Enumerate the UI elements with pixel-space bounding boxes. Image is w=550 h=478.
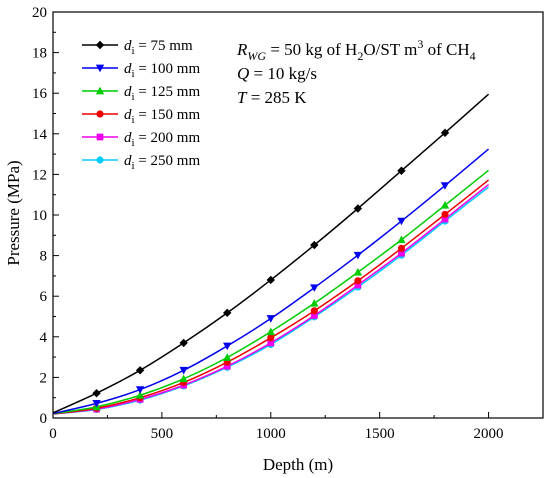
- data-point: [440, 182, 450, 190]
- axes: 0 500 1000 1500 2000 0 2 4 6 8 10 12 14 16 18 20: [32, 5, 544, 442]
- data-point: [310, 240, 319, 250]
- legend-marker: [95, 86, 105, 95]
- data-point: [223, 308, 232, 318]
- series-1: [52, 93, 490, 414]
- data-point: [397, 244, 406, 252]
- y-tick-label: 4: [40, 330, 48, 346]
- legend-item: di = 75 mm: [82, 38, 193, 57]
- x-tick-label: 1000: [256, 426, 286, 442]
- y-axis-label: Pressure (MPa): [4, 160, 23, 265]
- series-5: [52, 183, 490, 415]
- series-line: [52, 186, 490, 415]
- data-point: [354, 281, 362, 289]
- legend-item: di = 125 mm: [82, 84, 200, 103]
- series-line: [52, 93, 490, 414]
- data-point: [354, 277, 362, 285]
- legend-label: di = 75 mm: [124, 38, 193, 57]
- legend-marker: [95, 64, 105, 73]
- data-point: [92, 400, 101, 408]
- data-point: [135, 386, 145, 394]
- y-tick-label: 12: [32, 167, 47, 183]
- legend-item: di = 250 mm: [82, 153, 200, 172]
- series-line: [52, 169, 490, 415]
- legend-label: di = 200 mm: [124, 130, 200, 149]
- data-point: [440, 128, 450, 137]
- series-3: [52, 169, 490, 415]
- y-tick-label: 8: [40, 249, 48, 265]
- y-tick-label: 14: [32, 127, 48, 143]
- series-4: [52, 179, 490, 415]
- legend-marker: [96, 156, 104, 164]
- legend-marker: [96, 133, 104, 141]
- data-point: [353, 204, 363, 213]
- legend-label: di = 100 mm: [124, 61, 200, 80]
- data-point: [440, 201, 450, 209]
- data-point: [441, 210, 449, 218]
- legend-marker: [96, 110, 104, 118]
- annotation-line: Q = 10 kg/s: [237, 64, 317, 83]
- x-tick-label: 2000: [474, 426, 504, 442]
- legend-label: di = 150 mm: [124, 107, 200, 126]
- series-line: [52, 179, 490, 415]
- x-tick-label: 500: [151, 426, 174, 442]
- series-2: [52, 148, 490, 415]
- data-point: [441, 215, 449, 223]
- data-point: [135, 391, 145, 399]
- y-tick-label: 2: [40, 370, 48, 386]
- x-tick-label: 1500: [365, 426, 395, 442]
- data-point: [266, 275, 275, 285]
- data-point: [397, 235, 406, 244]
- data-point: [266, 315, 275, 323]
- data-point: [267, 339, 275, 347]
- data-point: [310, 284, 319, 292]
- legend-item: di = 150 mm: [82, 107, 200, 126]
- x-tick-label: 0: [49, 426, 57, 442]
- legend-marker: [95, 40, 105, 50]
- data-point: [267, 334, 275, 342]
- legend-label: di = 250 mm: [124, 153, 200, 172]
- data-point: [223, 362, 231, 370]
- series-group: [52, 93, 490, 415]
- data-point: [398, 249, 405, 257]
- series-line: [52, 183, 490, 415]
- data-point: [397, 166, 406, 175]
- y-tick-label: 18: [32, 46, 47, 62]
- data-point: [353, 251, 363, 260]
- legend-item: di = 200 mm: [82, 130, 200, 149]
- data-point: [310, 312, 318, 319]
- data-point: [266, 327, 275, 336]
- y-tick-label: 0: [40, 411, 48, 427]
- data-point: [353, 268, 363, 276]
- annotation-line: T = 285 K: [237, 88, 307, 107]
- y-tick-label: 16: [32, 86, 48, 102]
- legend-label: di = 125 mm: [124, 84, 200, 103]
- x-axis-label: Depth (m): [263, 455, 333, 474]
- data-point: [179, 338, 188, 348]
- data-point: [397, 217, 406, 226]
- y-tick-label: 20: [32, 5, 47, 21]
- data-point: [223, 342, 232, 351]
- y-tick-label: 10: [32, 208, 47, 224]
- series-6: [52, 186, 490, 415]
- data-point: [179, 374, 188, 383]
- legend: di = 75 mm di = 100 mm di = 125 mm di = 150…: [82, 38, 200, 172]
- data-point: [92, 389, 101, 398]
- data-point: [179, 366, 188, 375]
- legend-item: di = 100 mm: [82, 61, 200, 80]
- y-tick-label: 6: [40, 289, 48, 305]
- data-point: [310, 299, 319, 307]
- data-point: [135, 366, 145, 375]
- annotation-line: RWG = 50 kg of H2O/ST m3 of CH4: [236, 37, 476, 63]
- data-point: [223, 353, 232, 361]
- data-point: [310, 307, 318, 315]
